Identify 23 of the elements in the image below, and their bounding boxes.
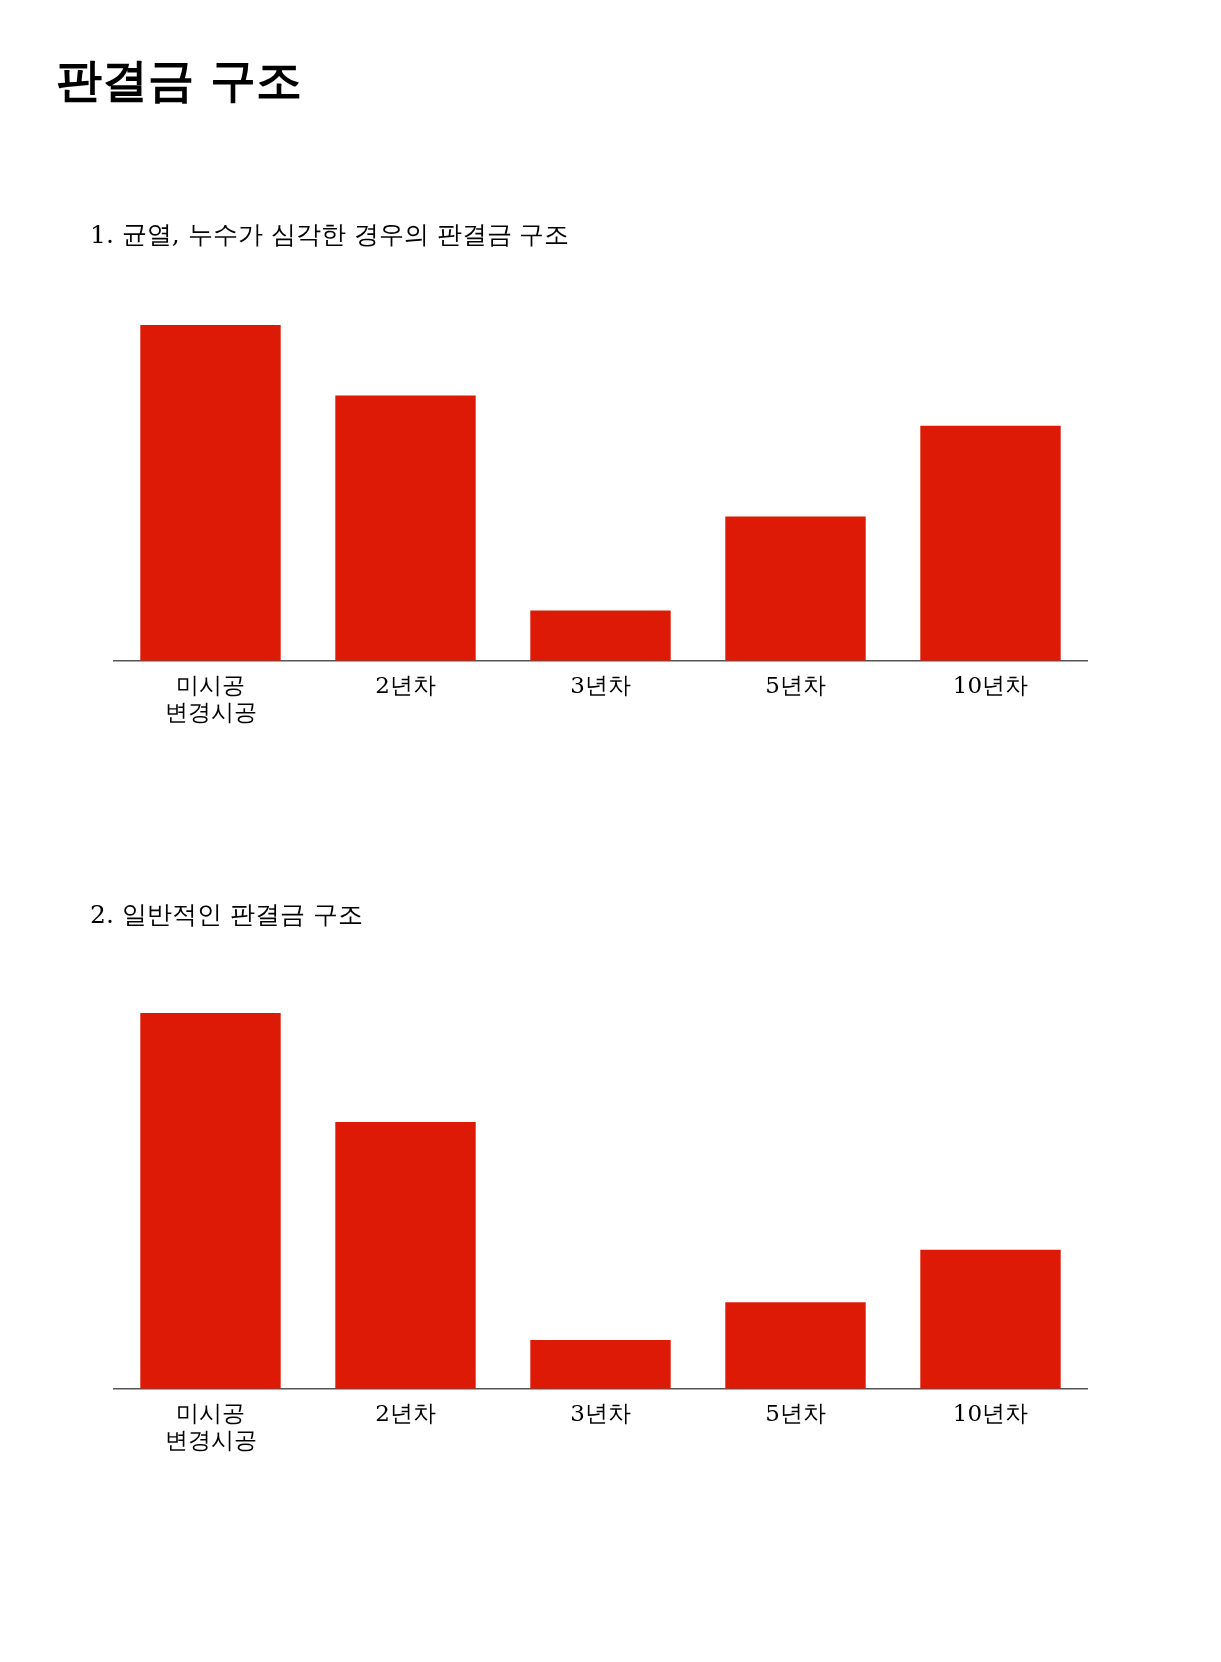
bar xyxy=(335,395,476,661)
bar xyxy=(335,1121,476,1389)
x-tick-label: 3년차 xyxy=(570,671,631,698)
chart-title: 2. 일반적인 판결금 구조 xyxy=(90,899,363,931)
chart-title: 판결금 구조 xyxy=(56,52,303,109)
bar xyxy=(920,425,1061,661)
chart-subtitle: 1. 균열, 누수가 심각한 경우의 판결금 구조 xyxy=(90,219,570,251)
x-tick-label: 5년차 xyxy=(765,671,826,698)
x-tick-label: 미시공 변경시공 xyxy=(164,1399,257,1454)
x-tick-label: 3년차 xyxy=(570,1399,631,1426)
bar xyxy=(725,1302,866,1389)
x-tick-label: 2년차 xyxy=(375,1399,436,1426)
bar xyxy=(140,1013,281,1389)
x-tick-label: 미시공 변경시공 xyxy=(164,671,257,726)
x-tick-label: 10년차 xyxy=(952,1399,1029,1426)
x-tick-label: 2년차 xyxy=(375,671,436,698)
x-tick-label: 5년차 xyxy=(765,1399,826,1426)
bar xyxy=(530,1339,671,1389)
bar xyxy=(725,516,866,661)
bar xyxy=(140,325,281,661)
x-tick-label: 10년차 xyxy=(952,671,1029,698)
bar xyxy=(920,1249,1061,1389)
bar xyxy=(530,610,671,661)
